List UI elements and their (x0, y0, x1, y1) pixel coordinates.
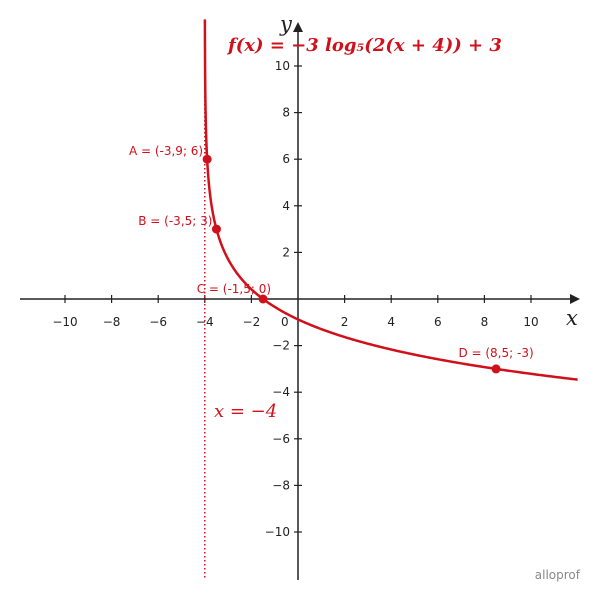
x-tick-label: −6 (149, 315, 167, 329)
point-c (258, 294, 268, 304)
asymptote-label: x = −4 (214, 401, 277, 422)
x-axis-label: x (566, 306, 578, 330)
y-tick-label: −10 (265, 525, 290, 539)
y-tick-label: −8 (272, 478, 290, 492)
point-b (211, 224, 221, 234)
point-d (491, 364, 501, 374)
point-c-label: C = (-1,5; 0) (197, 282, 271, 296)
y-tick-label: 6 (282, 152, 290, 166)
alloprof-watermark: alloprof (535, 568, 581, 582)
y-tick-label: 8 (282, 106, 290, 120)
function-equation: f(x) = −3 log₅(2(x + 4)) + 3 (226, 35, 502, 56)
y-tick-label: 2 (282, 245, 290, 259)
y-tick-label: −2 (272, 339, 290, 353)
x-tick-label: 2 (341, 315, 349, 329)
x-axis-arrow-icon (570, 294, 580, 304)
y-tick-label: −6 (272, 432, 290, 446)
y-axis-label: y (279, 12, 293, 36)
point-a (202, 154, 212, 164)
x-tick-label: −4 (196, 315, 214, 329)
origin-label: 0 (281, 315, 289, 329)
curve-layer (203, 19, 578, 580)
x-tick-label: 8 (481, 315, 489, 329)
y-tick-label: −4 (272, 385, 290, 399)
x-tick-label: 6 (434, 315, 442, 329)
points-layer: A = (-3,9; 6) B = (-3,5; 3) C = (-1,5; 0) D… (129, 144, 534, 374)
x-tick-label: 4 (387, 315, 395, 329)
y-tick-label: 4 (282, 199, 290, 213)
x-tick-label: −2 (243, 315, 261, 329)
y-tick-label: 10 (275, 59, 290, 73)
x-tick-label: 10 (523, 315, 538, 329)
function-curve (203, 19, 578, 381)
x-tick-label: −10 (52, 315, 77, 329)
point-a-label: A = (-3,9; 6) (129, 144, 203, 158)
x-tick-label: −8 (103, 315, 121, 329)
point-d-label: D = (8,5; -3) (458, 346, 533, 360)
y-axis-arrow-icon (293, 22, 303, 32)
point-b-label: B = (-3,5; 3) (138, 214, 212, 228)
axes: −10 −8 −6 −4 −2 2 4 6 8 10 −10 −8 −6 −4 −2 2 4 6 8 10 (20, 22, 580, 580)
